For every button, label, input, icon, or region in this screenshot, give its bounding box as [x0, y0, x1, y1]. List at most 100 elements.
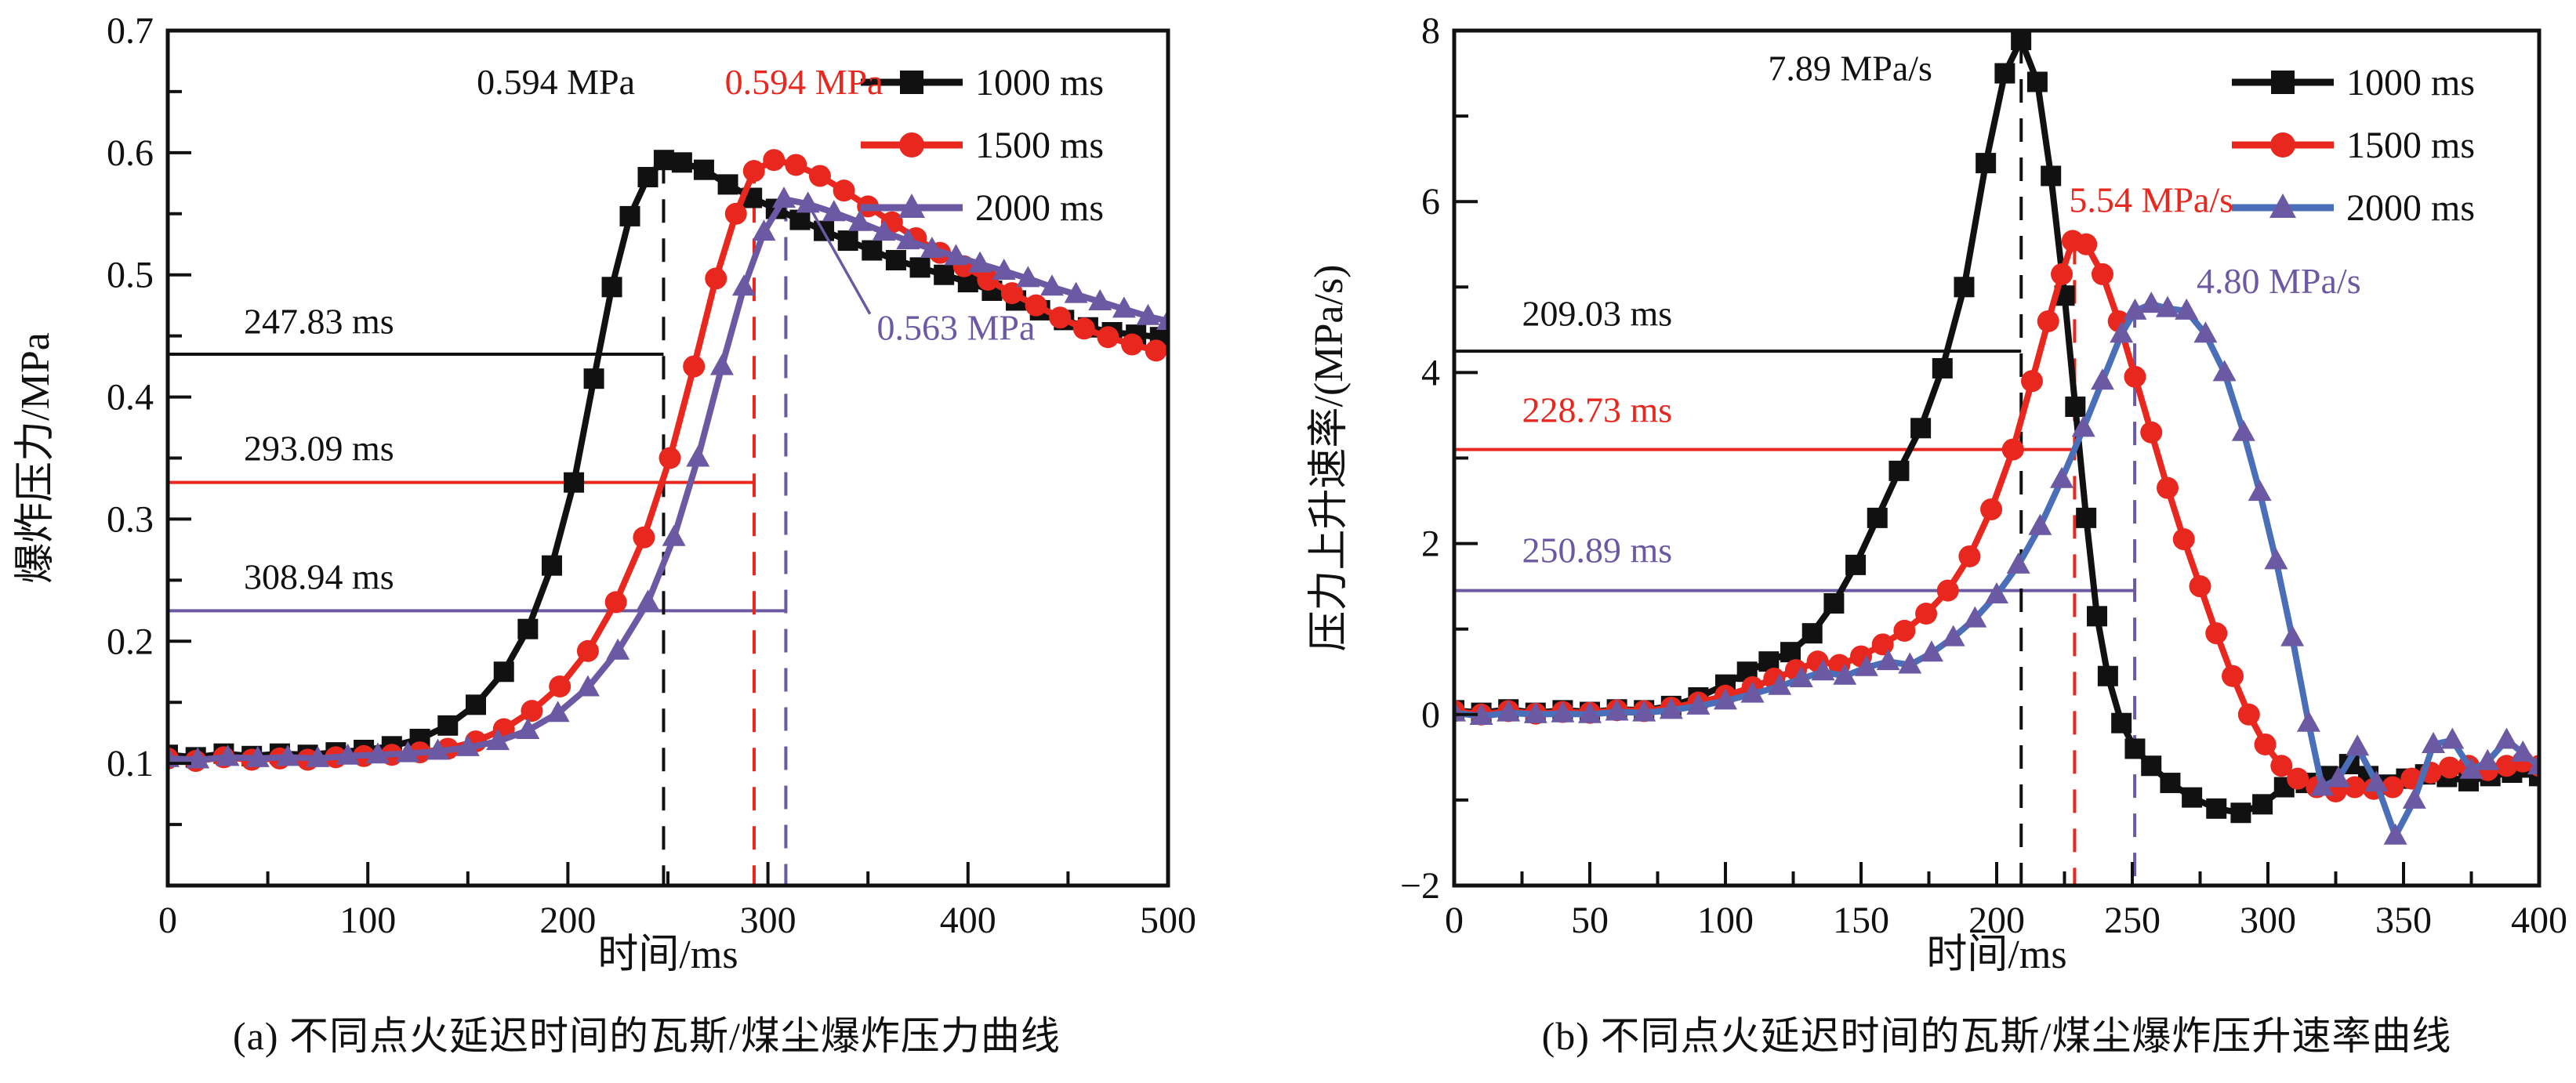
legend-marker-circle — [899, 132, 924, 158]
axis-label-x: 时间/ms — [1926, 933, 2066, 977]
marker-triangle-2000-ms — [1833, 663, 1857, 685]
marker-triangle-2000-ms — [1136, 303, 1160, 325]
marker-square-1000-ms — [2076, 507, 2097, 528]
marker-triangle-2000-ms — [1016, 266, 1040, 288]
marker-triangle-2000-ms — [2248, 480, 2272, 502]
marker-triangle-2000-ms — [2231, 419, 2255, 441]
marker-circle-1500-ms — [2205, 622, 2228, 645]
marker-triangle-2000-ms — [1768, 673, 1792, 695]
marker-triangle-2000-ms — [1714, 688, 1737, 710]
marker-circle-1500-ms — [2020, 370, 2043, 393]
annotation-peak-time: 228.73 ms — [1522, 390, 1673, 430]
marker-triangle-2000-ms — [636, 589, 660, 611]
marker-triangle-2000-ms — [455, 734, 480, 756]
marker-triangle-2000-ms — [2193, 321, 2218, 343]
marker-square-1000-ms — [1910, 418, 1932, 439]
marker-triangle-2000-ms — [216, 744, 240, 766]
marker-circle-1500-ms — [2438, 756, 2461, 779]
x-tick-label: 250 — [2104, 900, 2161, 941]
marker-triangle-2000-ms — [1523, 701, 1547, 723]
marker-triangle-2000-ms — [2071, 415, 2095, 437]
marker-circle-1500-ms — [521, 700, 543, 723]
marker-square-1000-ms — [2011, 31, 2032, 51]
marker-triangle-2000-ms — [2346, 734, 2370, 756]
marker-triangle-2000-ms — [2494, 727, 2519, 749]
marker-square-1000-ms — [837, 230, 858, 252]
marker-circle-1500-ms — [742, 160, 765, 183]
series-group — [168, 149, 1168, 773]
y-tick-label: 2 — [1421, 523, 1440, 565]
marker-square-1000-ms — [583, 368, 604, 389]
legend-label: 1500 ms — [2346, 125, 2475, 166]
marker-circle-1500-ms — [2237, 703, 2260, 726]
marker-circle-1500-ms — [1980, 498, 2003, 520]
marker-triangle-2000-ms — [2050, 466, 2074, 488]
marker-square-1000-ms — [2026, 71, 2048, 92]
x-tick-label: 350 — [2375, 900, 2432, 941]
annotation-peak-value: 4.80 MPa/s — [2197, 261, 2361, 301]
y-tick-label: 0.1 — [107, 743, 154, 784]
annotation-peak-time: 250.89 ms — [1522, 531, 1673, 570]
marker-circle-1500-ms — [2156, 476, 2179, 499]
marker-triangle-2000-ms — [2110, 321, 2134, 343]
marker-triangle-2000-ms — [306, 745, 330, 767]
x-tick-label: 0 — [1445, 900, 1464, 941]
marker-triangle-2000-ms — [2264, 548, 2288, 570]
marker-triangle-2000-ms — [245, 745, 270, 767]
chart-pressure-rise-rate: 0 50 100 150 200 250 300 350 400 −2 0 2 4 6 8 时间/ms 压力上升… — [1293, 0, 2576, 1083]
legend-marker-triangle — [2269, 194, 2296, 218]
marker-triangle-2000-ms — [575, 675, 600, 697]
x-tick-label: 200 — [1968, 900, 2025, 941]
marker-triangle-2000-ms — [847, 209, 872, 231]
marker-triangle-2000-ms — [1740, 681, 1765, 703]
x-tick-label: 300 — [740, 900, 796, 941]
marker-triangle-2000-ms — [1632, 700, 1656, 722]
legend-marker-square — [900, 71, 923, 94]
marker-triangle-2000-ms — [1686, 693, 1711, 715]
marker-square-1000-ms — [2206, 798, 2227, 819]
pressure-rise-rate-plot: 0 50 100 150 200 250 300 350 400−202468时间/ms压力上升… — [1307, 10, 2567, 977]
marker-square-1000-ms — [2087, 606, 2108, 627]
marker-circle-1500-ms — [1958, 545, 1981, 567]
marker-triangle-2000-ms — [1088, 289, 1112, 311]
x-tick-label: 300 — [2240, 900, 2296, 941]
marker-square-1000-ms — [653, 150, 674, 171]
y-tick-label: 0.2 — [107, 621, 154, 662]
marker-circle-1500-ms — [2075, 233, 2098, 255]
marker-triangle-2000-ms — [2527, 753, 2539, 775]
marker-circle-1500-ms — [2124, 365, 2146, 388]
y-tick-label: 0.7 — [107, 10, 154, 52]
marker-circle-1500-ms — [705, 267, 727, 290]
marker-circle-1500-ms — [977, 268, 1000, 291]
marker-square-1000-ms — [1823, 592, 1845, 614]
marker-triangle-2000-ms — [1605, 699, 1629, 721]
marker-square-1000-ms — [717, 174, 738, 195]
marker-triangle-2000-ms — [426, 738, 450, 760]
marker-triangle-2000-ms — [2364, 770, 2389, 792]
x-tick-label: 200 — [539, 900, 596, 941]
marker-triangle-2000-ms — [686, 445, 710, 467]
marker-square-1000-ms — [493, 661, 514, 683]
marker-circle-1500-ms — [2051, 263, 2073, 285]
y-tick-label: 0.3 — [107, 498, 154, 540]
marker-triangle-2000-ms — [2006, 552, 2030, 574]
legend-marker-square — [2271, 71, 2295, 94]
marker-circle-1500-ms — [633, 526, 655, 549]
marker-triangle-2000-ms — [992, 259, 1016, 281]
annotation-peak-value: 5.54 MPa/s — [2069, 179, 2233, 219]
marker-square-1000-ms — [564, 472, 585, 493]
x-tick-label: 500 — [1140, 900, 1196, 941]
marker-triangle-2000-ms — [2212, 360, 2237, 382]
marker-circle-1500-ms — [1893, 619, 1916, 642]
marker-square-1000-ms — [2041, 165, 2062, 187]
marker-square-1000-ms — [693, 159, 714, 180]
caption-chart-a: (a) 不同点火延迟时间的瓦斯/煤尘爆炸压力曲线 — [233, 1014, 1061, 1058]
marker-triangle-2000-ms — [2476, 748, 2500, 770]
marker-circle-1500-ms — [2222, 665, 2244, 687]
marker-square-1000-ms — [2111, 712, 2132, 733]
marker-triangle-2000-ms — [186, 747, 210, 769]
marker-triangle-2000-ms — [1039, 274, 1064, 296]
marker-square-1000-ms — [909, 257, 931, 278]
x-tick-label: 400 — [940, 900, 996, 941]
marker-triangle-2000-ms — [1659, 697, 1683, 719]
